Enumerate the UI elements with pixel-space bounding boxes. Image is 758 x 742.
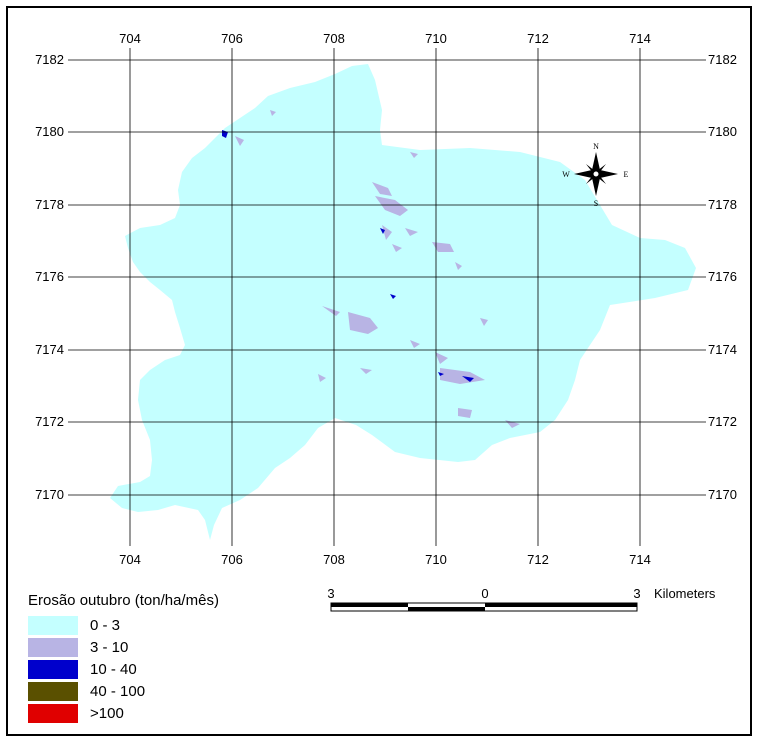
watershed-area <box>110 64 696 540</box>
erosion-patches-3-10 <box>235 110 520 428</box>
x-tick-bottom-712: 712 <box>527 552 549 567</box>
legend-item: 3 - 10 <box>28 637 219 658</box>
legend-title: Erosão outubro (ton/ha/mês) <box>28 592 219 609</box>
compass-n: N <box>593 142 599 151</box>
legend-label: 10 - 40 <box>90 661 137 678</box>
x-tick-bottom-706: 706 <box>221 552 243 567</box>
y-tick-right-7174: 7174 <box>708 342 737 357</box>
legend-item: 10 - 40 <box>28 659 219 680</box>
legend: Erosão outubro (ton/ha/mês) 0 - 3 3 - 10… <box>28 592 219 725</box>
legend-item: 40 - 100 <box>28 681 219 702</box>
x-tick-bottom-704: 704 <box>119 552 141 567</box>
scale-right-label: 3 <box>633 586 640 601</box>
y-tick-right-7182: 7182 <box>708 52 737 67</box>
y-tick-left-7178: 7178 <box>35 197 64 212</box>
compass-w: W <box>562 170 570 179</box>
legend-swatch-10-40 <box>28 660 78 679</box>
map-grid <box>68 48 706 546</box>
y-tick-right-7172: 7172 <box>708 414 737 429</box>
y-tick-left-7170: 7170 <box>35 487 64 502</box>
y-tick-left-7172: 7172 <box>35 414 64 429</box>
x-tick-bottom-710: 710 <box>425 552 447 567</box>
compass-e: E <box>624 170 629 179</box>
x-tick-top-712: 712 <box>527 31 549 46</box>
x-tick-top-704: 704 <box>119 31 141 46</box>
y-tick-left-7182: 7182 <box>35 52 64 67</box>
legend-swatch-0-3 <box>28 616 78 635</box>
legend-swatch-gt-100 <box>28 704 78 723</box>
y-tick-right-7176: 7176 <box>708 269 737 284</box>
y-tick-left-7176: 7176 <box>35 269 64 284</box>
y-tick-right-7170: 7170 <box>708 487 737 502</box>
scale-bar: 3 0 3 Kilometers <box>327 586 716 612</box>
legend-item: 0 - 3 <box>28 615 219 636</box>
x-tick-bottom-708: 708 <box>323 552 345 567</box>
legend-label: 0 - 3 <box>90 617 121 634</box>
y-tick-left-7174: 7174 <box>35 342 64 357</box>
x-tick-top-710: 710 <box>425 31 447 46</box>
y-tick-right-7180: 7180 <box>708 124 737 139</box>
legend-label: 40 - 100 <box>90 683 146 700</box>
scale-unit-label: Kilometers <box>654 586 716 601</box>
legend-swatch-40-100 <box>28 682 78 701</box>
legend-swatch-3-10 <box>28 638 78 657</box>
x-tick-top-708: 708 <box>323 31 345 46</box>
compass-rose-icon: N S E W <box>562 142 628 208</box>
y-tick-left-7180: 7180 <box>35 124 64 139</box>
legend-label: 3 - 10 <box>90 639 129 656</box>
legend-label: >100 <box>90 705 124 722</box>
compass-s: S <box>594 199 598 208</box>
x-tick-top-714: 714 <box>629 31 651 46</box>
scale-left-label: 3 <box>327 586 334 601</box>
scale-middle-label: 0 <box>481 586 488 601</box>
legend-item: >100 <box>28 703 219 724</box>
x-tick-top-706: 706 <box>221 31 243 46</box>
y-tick-right-7178: 7178 <box>708 197 737 212</box>
x-tick-bottom-714: 714 <box>629 552 651 567</box>
